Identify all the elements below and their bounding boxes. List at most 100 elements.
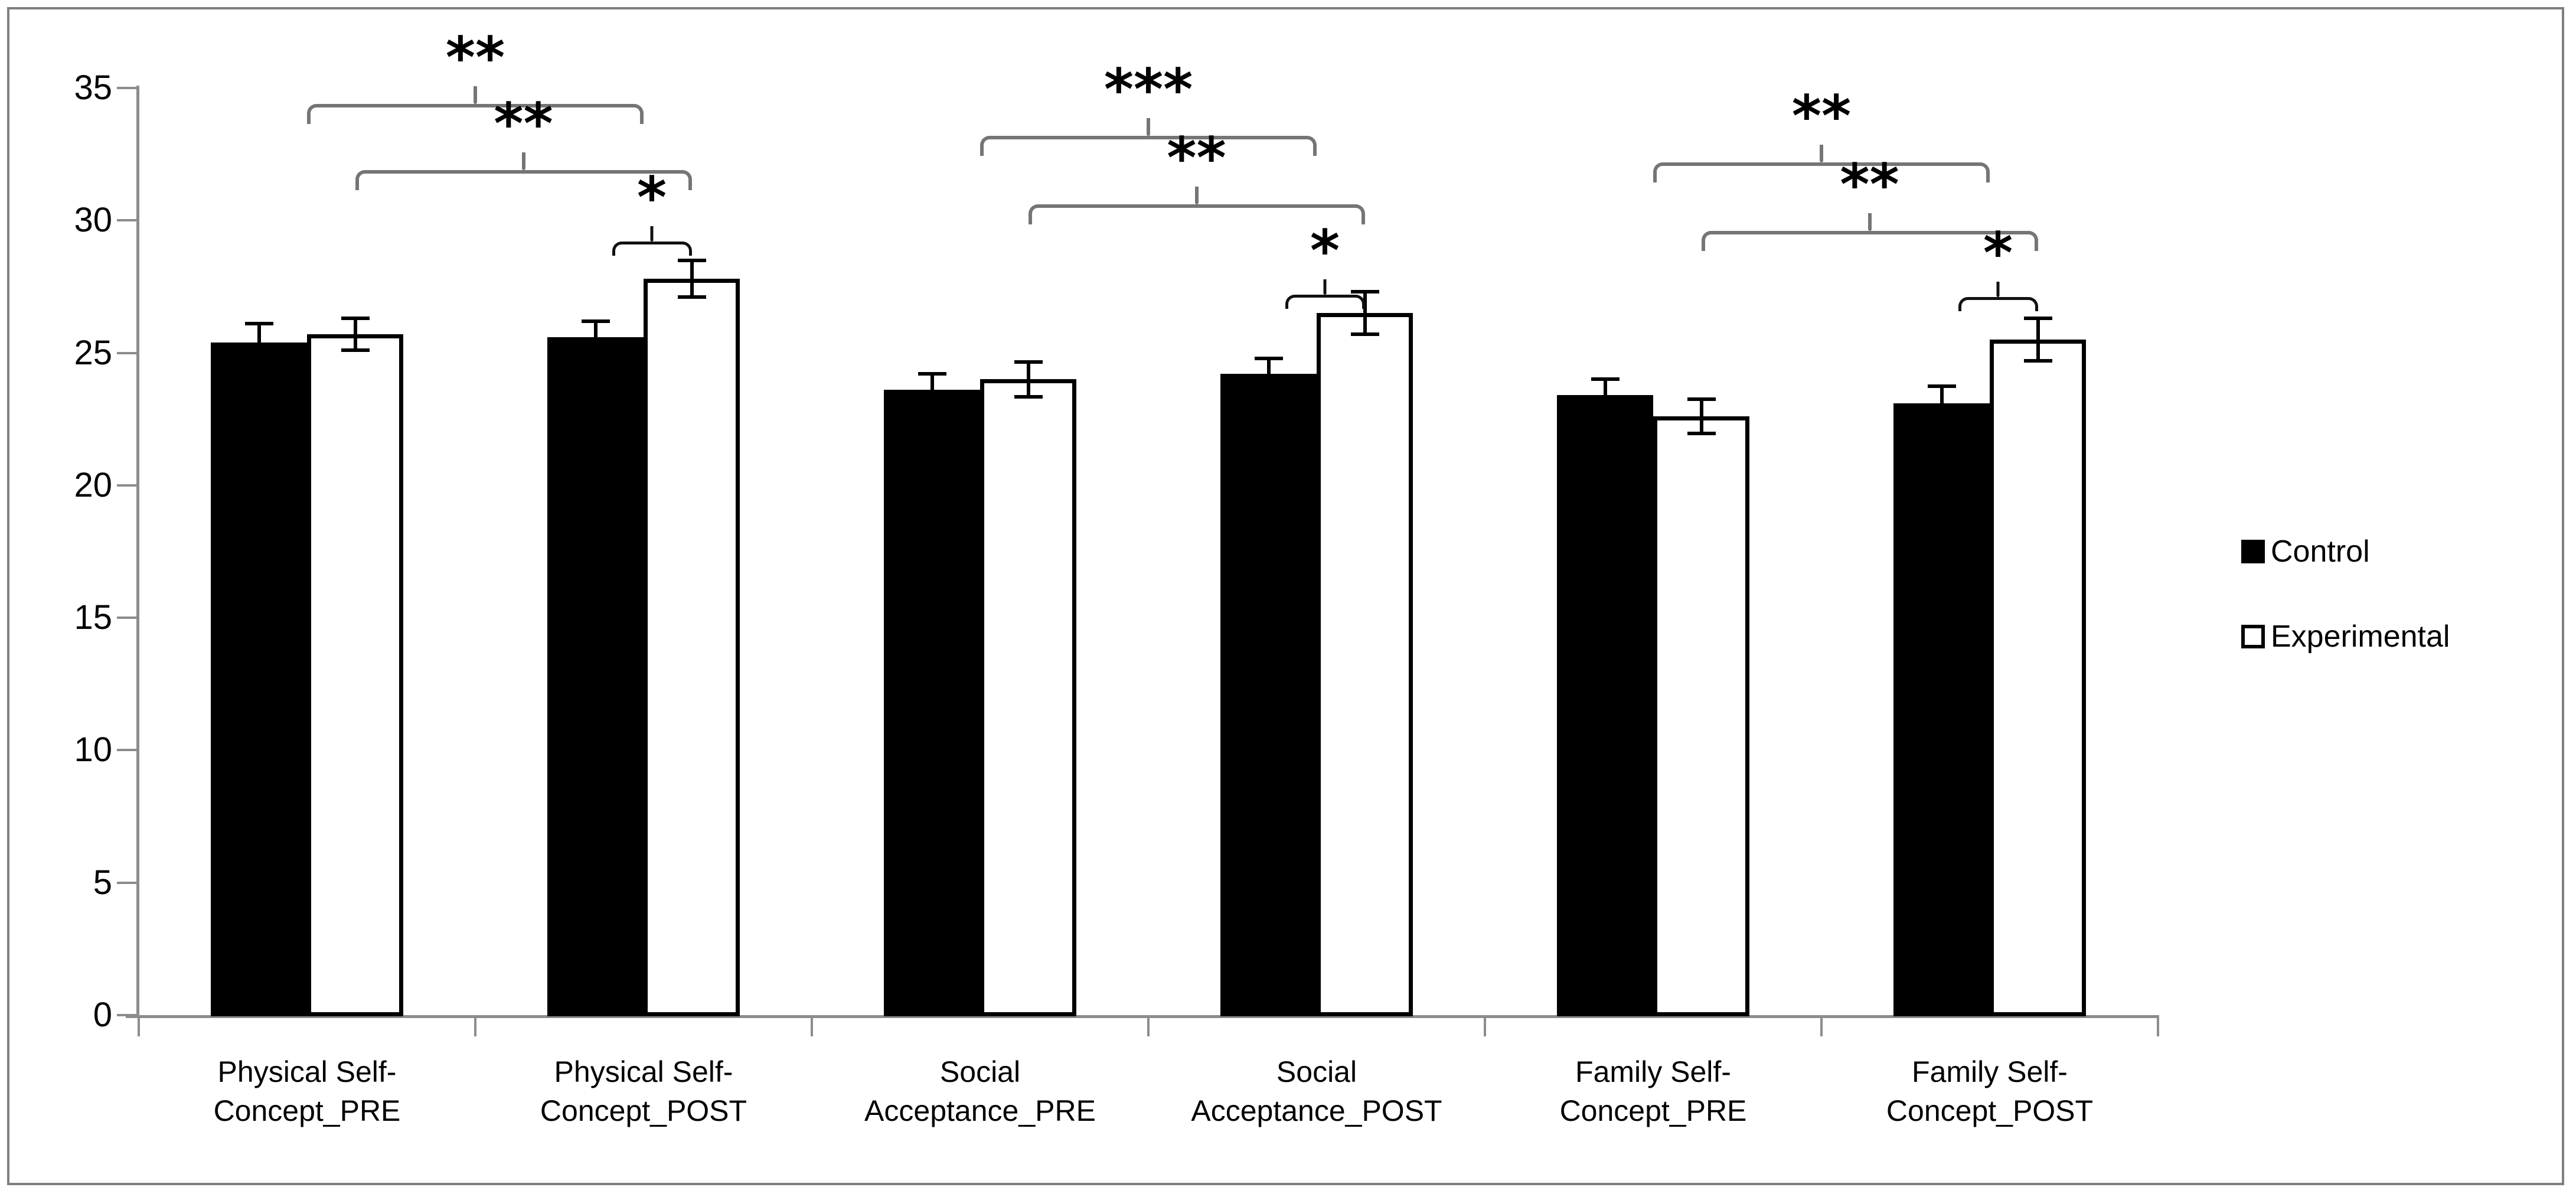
x-category-label-line: Acceptance_PRE bbox=[864, 1094, 1096, 1127]
error-bar-cap-bottom bbox=[1591, 409, 1620, 413]
bar-control-4 bbox=[1557, 395, 1653, 1016]
x-category-label-line: Acceptance_POST bbox=[1191, 1094, 1442, 1127]
significance-bracket-nub bbox=[1996, 282, 2000, 298]
significance-stars: ** bbox=[1167, 125, 1226, 192]
bar-experimental-3 bbox=[1317, 313, 1413, 1016]
bar-experimental-5 bbox=[1990, 340, 2086, 1016]
x-axis-tick bbox=[1484, 1015, 1486, 1036]
error-bar-cap-bottom bbox=[244, 359, 273, 363]
legend-label-control: Control bbox=[2271, 534, 2370, 569]
significance-bracket-nub bbox=[1194, 187, 1199, 205]
significance-bracket-nub bbox=[1867, 213, 1872, 231]
x-category-label: Family Self- Concept_PRE bbox=[1485, 1052, 1821, 1130]
legend-label-experimental: Experimental bbox=[2271, 619, 2450, 654]
y-axis-tick-label: 10 bbox=[74, 730, 112, 769]
error-bar-line bbox=[257, 324, 261, 361]
error-bar-cap-top bbox=[918, 372, 946, 376]
error-bar-cap-bottom bbox=[918, 404, 946, 408]
significance-bracket-line bbox=[1285, 294, 1365, 309]
error-bar-cap-top bbox=[1254, 356, 1283, 360]
y-axis-tick-label: 15 bbox=[74, 598, 112, 637]
x-category-label-line: Concept_PRE bbox=[1559, 1094, 1747, 1127]
y-axis-tick-label: 25 bbox=[74, 333, 112, 372]
x-category-label: Social Acceptance_POST bbox=[1148, 1052, 1485, 1130]
bar-control-0 bbox=[211, 342, 307, 1016]
significance-bracket: * bbox=[1285, 223, 1365, 309]
error-bar-cap-bottom bbox=[1014, 394, 1043, 399]
error-bar-line bbox=[593, 321, 598, 353]
significance-stars: ** bbox=[445, 24, 505, 91]
error-bar-line bbox=[1266, 358, 1271, 390]
significance-bracket-line bbox=[1958, 297, 2038, 312]
error-bar-cap-top bbox=[341, 317, 370, 321]
x-axis-tick bbox=[811, 1015, 813, 1036]
error-bar-cap-top bbox=[1591, 377, 1620, 381]
significance-bracket: * bbox=[612, 169, 692, 256]
x-category-label-line: Concept_POST bbox=[1886, 1094, 2094, 1127]
significance-bracket-line bbox=[1701, 231, 2038, 252]
x-category-label-line: Physical Self- bbox=[554, 1055, 733, 1088]
error-bar-cap-top bbox=[677, 258, 706, 262]
significance-bracket-nub bbox=[474, 86, 477, 104]
error-bar-line bbox=[690, 260, 694, 298]
significance-bracket-nub bbox=[1323, 279, 1327, 295]
x-axis-tick bbox=[138, 1015, 140, 1036]
y-axis-tick bbox=[117, 351, 139, 354]
significance-stars: * bbox=[1310, 217, 1340, 284]
error-bar-line bbox=[930, 374, 934, 406]
x-axis-line bbox=[126, 1015, 2158, 1018]
y-axis-tick bbox=[117, 484, 139, 487]
error-bar-cap-top bbox=[244, 322, 273, 326]
error-bar-line bbox=[1940, 386, 1944, 420]
significance-bracket-line bbox=[1028, 204, 1365, 225]
x-category-label: Social Acceptance_PRE bbox=[812, 1052, 1148, 1130]
error-bar-cap-bottom bbox=[581, 351, 610, 355]
error-bar-line bbox=[2036, 318, 2040, 361]
error-bar-cap-bottom bbox=[1687, 432, 1716, 436]
significance-stars: * bbox=[636, 165, 667, 231]
error-bar-cap-top bbox=[1014, 360, 1043, 364]
y-axis-tick bbox=[117, 1014, 139, 1016]
x-category-label-line: Social bbox=[1276, 1055, 1357, 1088]
x-axis-tick bbox=[1820, 1015, 1823, 1036]
y-axis-tick bbox=[117, 617, 139, 619]
error-bar-cap-bottom bbox=[1927, 418, 1956, 422]
legend-swatch-experimental-icon bbox=[2241, 625, 2265, 648]
significance-bracket: ** bbox=[1028, 130, 1365, 225]
x-axis-tick bbox=[474, 1015, 476, 1036]
x-category-label-line: Concept_POST bbox=[540, 1094, 747, 1127]
error-bar-cap-top bbox=[1927, 384, 1956, 388]
error-bar-cap-top bbox=[581, 319, 610, 323]
error-bar-line bbox=[1699, 399, 1703, 434]
significance-bracket-line bbox=[612, 242, 692, 256]
bar-control-1 bbox=[547, 337, 644, 1016]
significance-bracket-nub bbox=[521, 152, 525, 171]
y-axis-tick-label: 5 bbox=[93, 863, 112, 902]
y-axis-tick bbox=[117, 749, 139, 752]
y-axis-line bbox=[136, 86, 139, 1018]
x-category-label-line: Social bbox=[939, 1055, 1021, 1088]
error-bar-cap-top bbox=[2023, 317, 2052, 321]
legend-item-experimental: Experimental bbox=[2241, 619, 2450, 654]
legend-item-control: Control bbox=[2241, 534, 2370, 569]
significance-bracket-line bbox=[355, 170, 692, 191]
x-category-label: Physical Self- Concept_POST bbox=[475, 1052, 812, 1130]
significance-bracket: *** bbox=[980, 61, 1317, 156]
x-category-label-line: Family Self- bbox=[1912, 1055, 2068, 1088]
significance-bracket-nub bbox=[1820, 144, 1823, 162]
bar-experimental-0 bbox=[307, 334, 403, 1016]
x-category-label-line: Physical Self- bbox=[217, 1055, 397, 1088]
error-bar-cap-top bbox=[1687, 397, 1716, 402]
error-bar-cap-bottom bbox=[677, 295, 706, 299]
significance-bracket: ** bbox=[307, 30, 644, 124]
x-category-label: Physical Self- Concept_PRE bbox=[139, 1052, 475, 1130]
significance-bracket-line bbox=[980, 135, 1317, 156]
significance-bracket: ** bbox=[1653, 88, 1990, 182]
significance-bracket: * bbox=[1958, 225, 2038, 312]
y-axis-tick-label: 0 bbox=[93, 996, 112, 1034]
error-bar-cap-bottom bbox=[1254, 388, 1283, 392]
error-bar-cap-bottom bbox=[2023, 359, 2052, 363]
y-axis-tick bbox=[117, 219, 139, 222]
significance-stars: *** bbox=[1103, 56, 1193, 123]
